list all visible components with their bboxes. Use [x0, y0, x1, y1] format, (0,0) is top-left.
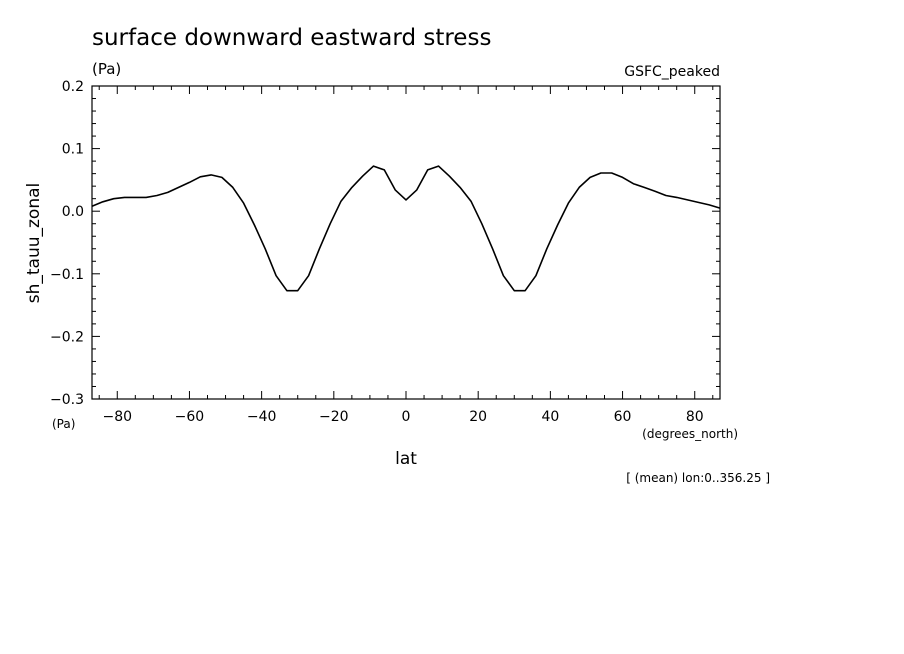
x-axis-label: lat [395, 449, 417, 469]
x-axis-units: (degrees_north) [642, 427, 738, 441]
y-tick-label: −0.2 [50, 329, 84, 345]
footnote: [ (mean) lon:0..356.25 ] [626, 471, 770, 485]
x-tick-label: −80 [102, 409, 132, 425]
x-tick-label: 80 [686, 409, 704, 425]
series-line [91, 165, 721, 292]
y-tick-label: 0.0 [62, 204, 84, 220]
y-tick-label: −0.3 [50, 392, 84, 408]
y-tick-label: −0.1 [50, 267, 84, 283]
x-tick-label: −60 [175, 409, 205, 425]
y-tick-label: 0.2 [62, 79, 84, 95]
dataset-label: GSFC_peaked [624, 64, 720, 80]
x-tick-label: 0 [402, 409, 411, 425]
series-group [91, 165, 721, 292]
y-axis-units: (Pa) [52, 417, 75, 431]
y-axis-tick-labels: 0.2 0.1 0.0 −0.1 −0.2 −0.3 [50, 79, 84, 408]
x-axis-tick-labels: −80 −60 −40 −20 0 20 40 60 80 [102, 409, 703, 425]
x-axis-ticks [98, 86, 714, 399]
chart-units: (Pa) [92, 60, 121, 78]
x-tick-label: 40 [541, 409, 559, 425]
y-tick-label: 0.1 [62, 142, 84, 158]
chart-title: surface downward eastward stress [92, 25, 491, 51]
x-tick-label: −20 [319, 409, 349, 425]
x-tick-label: 60 [614, 409, 632, 425]
y-axis-label: sh_tauu_zonal [24, 183, 44, 304]
x-tick-label: 20 [469, 409, 487, 425]
y-axis-ticks [92, 85, 720, 400]
plot-frame [91, 85, 721, 400]
x-tick-label: −40 [247, 409, 277, 425]
